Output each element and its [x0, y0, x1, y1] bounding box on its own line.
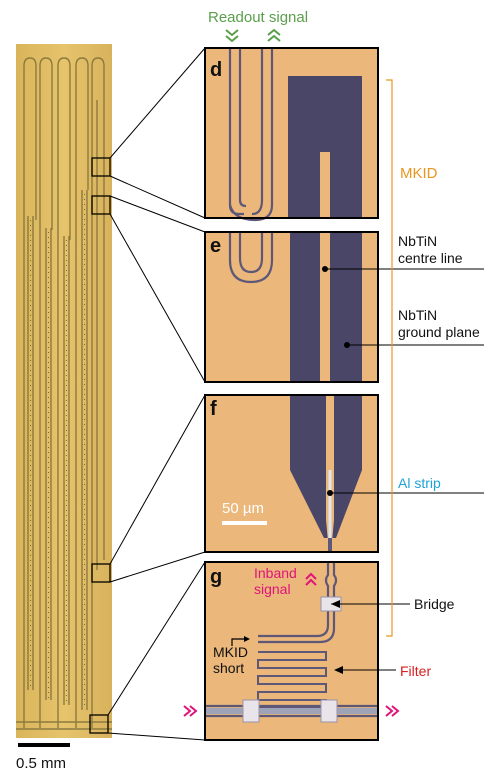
zoom-connectors: [107, 47, 206, 741]
overview-chip: [16, 44, 112, 738]
panel-g: g Inband signal MKID short: [183, 561, 410, 741]
readout-signal-label: Readout signal: [208, 9, 308, 26]
overview-lines: [16, 57, 112, 730]
panel-e-letter: e: [210, 235, 221, 257]
panel-d-slot: [320, 152, 330, 218]
panel-g-feedline-bridges: [242, 699, 338, 723]
mkid-bracket: [386, 79, 393, 637]
inband-signal-label-2: signal: [254, 581, 291, 597]
readout-up-chevron-icon: [267, 28, 281, 42]
panel-e-slot: [320, 232, 330, 382]
feedline-out-chevron-right-icon: [385, 705, 400, 717]
centre-line-label-2: centre line: [398, 250, 463, 266]
inband-chevron-up-icon: [305, 572, 317, 586]
panel-e: e: [204, 231, 484, 383]
zoom-box-f: [91, 563, 111, 583]
ground-plane-label-1: NbTiN: [398, 307, 437, 323]
panel-d: d: [204, 47, 379, 222]
filter-arrowhead: [334, 666, 343, 674]
al-strip-label: Al strip: [398, 475, 441, 491]
feedline-in-chevron-right-icon: [183, 705, 198, 717]
bridge-label: Bridge: [414, 596, 455, 612]
panel-f-frame: [204, 394, 379, 553]
zoom-box-g: [89, 714, 109, 734]
filter-label: Filter: [400, 663, 431, 679]
zoom-box-d: [91, 157, 111, 177]
panel-f-letter: f: [210, 398, 217, 420]
al-strip-dot: [327, 490, 333, 496]
panel-g-feedline: [205, 704, 378, 718]
panel-g-letter: g: [210, 566, 222, 588]
panel-e-feedline: [228, 232, 274, 284]
inband-signal-label-1: Inband: [254, 565, 297, 581]
zoom-box-e: [91, 195, 111, 215]
panel-d-letter: d: [210, 59, 222, 81]
mkid-short-label-1: MKID: [213, 644, 248, 660]
readout-down-chevron-icon: [225, 29, 239, 43]
overview-scale-label: 0.5 mm: [16, 755, 66, 772]
centre-line-label-1: NbTiN: [398, 233, 437, 249]
panel-d-feedline: [228, 48, 274, 222]
panel-g-feedline-core: [205, 708, 378, 714]
panel-f-al-strip: [328, 470, 332, 552]
mkid-short-arrow-icon: [231, 638, 248, 646]
centre-line-dot: [322, 266, 328, 272]
panel-f: f 50 µm: [204, 394, 484, 553]
mkid-short-label-2: short: [213, 660, 244, 676]
ground-plane-label-2: ground plane: [398, 324, 480, 340]
ground-plane-dot: [344, 342, 350, 348]
overview-ticks: [30, 194, 85, 708]
panel-g-frame: [204, 561, 379, 741]
arrow-right-icon: [244, 636, 250, 642]
panel-e-frame: [204, 231, 379, 383]
bridge-arrowhead: [331, 600, 340, 608]
panel-d-frame: [204, 47, 379, 219]
panel-scale-label: 50 µm: [222, 500, 264, 517]
mkid-label: MKID: [400, 165, 438, 182]
